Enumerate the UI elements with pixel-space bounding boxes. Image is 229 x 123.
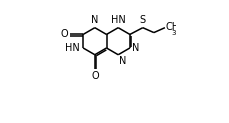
Text: N: N (119, 56, 127, 66)
Text: CH: CH (166, 22, 180, 32)
Text: HN: HN (65, 43, 80, 53)
Text: N: N (91, 15, 98, 25)
Text: O: O (91, 71, 99, 81)
Text: N: N (132, 43, 140, 53)
Text: O: O (61, 29, 68, 39)
Text: HN: HN (111, 15, 125, 25)
Text: S: S (140, 15, 146, 25)
Text: 3: 3 (171, 30, 176, 36)
